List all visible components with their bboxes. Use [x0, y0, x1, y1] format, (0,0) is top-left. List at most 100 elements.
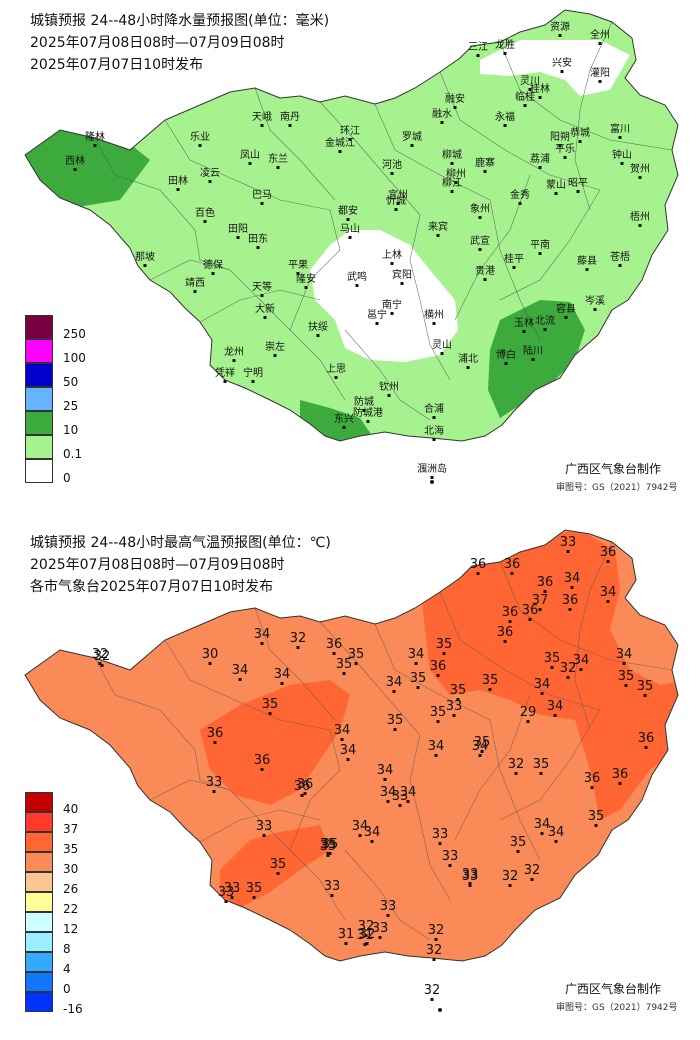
station-marker — [330, 894, 334, 897]
city-marker — [390, 172, 394, 175]
city-label: 鹿寨 — [475, 156, 495, 169]
temp-legend-label: 35 — [63, 842, 79, 856]
city-label: 岑溪 — [585, 295, 605, 307]
station-marker — [300, 794, 304, 797]
temp-header: 城镇预报 24--48小时最高气温预报图(单位：℃) 2025年07月08日08… — [30, 532, 331, 598]
station-marker — [543, 590, 547, 593]
city-label: 南丹 — [280, 110, 300, 123]
temperature-value: 35 — [270, 857, 287, 872]
station-marker — [208, 662, 212, 665]
rain-title: 城镇预报 24--48小时降水量预报图(单位：毫米) — [30, 13, 330, 29]
city-marker — [593, 308, 597, 311]
temperature-value: 34 — [274, 667, 291, 682]
city-label: 阳朔 — [550, 130, 570, 143]
city-marker — [478, 248, 482, 251]
station-marker — [260, 768, 264, 771]
temperature-value: 32 — [560, 661, 577, 676]
city-marker — [208, 180, 212, 183]
temperature-value: 35 — [430, 705, 447, 720]
temperature-value: 32 — [424, 983, 441, 998]
station-marker — [480, 750, 484, 753]
county-boundary — [94, 137, 231, 271]
city-label: 梧州 — [630, 210, 650, 223]
city-label: 东兴 — [334, 412, 354, 425]
county-boundary — [94, 657, 231, 791]
city-marker — [558, 34, 562, 37]
city-marker — [304, 286, 308, 289]
temperature-value: 35 — [436, 637, 453, 652]
temperature-value: 32 — [290, 631, 307, 646]
station-marker — [530, 878, 534, 881]
city-label: 钟山 — [612, 148, 632, 161]
temp-legend-swatch — [25, 832, 53, 852]
city-label: 凤山 — [240, 149, 260, 161]
temp-legend-label: 22 — [63, 902, 79, 916]
temperature-value: 35 — [637, 679, 654, 694]
station-marker — [364, 934, 368, 937]
city-label: 平果 — [288, 259, 308, 271]
station-marker — [590, 786, 594, 789]
city-label: 隆林 — [85, 130, 105, 143]
dry-zone-central — [310, 230, 458, 362]
city-label: 北流 — [535, 314, 555, 327]
city-label: 武宣 — [470, 234, 490, 247]
temp-legend-label: 12 — [63, 922, 79, 936]
city-label: 东兰 — [268, 152, 288, 165]
county-boundary — [574, 21, 613, 211]
city-marker — [355, 284, 359, 287]
city-label: 西林 — [65, 154, 85, 167]
station-marker — [303, 792, 307, 795]
temperature-value: 34 — [548, 825, 565, 840]
city-label: 龙胜 — [495, 38, 515, 51]
temperature-value: 32 — [358, 919, 375, 934]
city-label: 防城 — [354, 395, 374, 408]
temperature-value: 36 — [430, 659, 447, 674]
temperature-value: 33 — [380, 899, 397, 914]
station-marker — [528, 618, 532, 621]
city-marker — [563, 156, 567, 159]
station-marker — [386, 914, 390, 917]
temperature-value: 32 — [524, 863, 541, 878]
city-marker — [618, 136, 622, 139]
temperature-value: 35 — [510, 835, 527, 850]
station-marker — [365, 942, 369, 945]
station-marker — [478, 754, 482, 757]
temperature-value: 32 — [94, 649, 111, 664]
temperature-value: 29 — [520, 705, 537, 720]
city-marker — [73, 168, 77, 171]
station-marker — [539, 772, 543, 775]
temperature-value: 35 — [533, 757, 550, 772]
station-marker — [386, 800, 390, 803]
city-marker — [348, 138, 352, 141]
station-marker — [212, 790, 216, 793]
city-label: 富川 — [610, 122, 630, 135]
city-label: 灵川 — [520, 75, 540, 87]
temperature-value: 35 — [387, 713, 404, 728]
city-marker — [504, 362, 508, 365]
station-marker — [296, 646, 300, 649]
temperature-value: 34 — [564, 571, 581, 586]
station-marker — [260, 642, 264, 645]
temperature-value: 34 — [340, 743, 357, 758]
temp-credit: 广西区气象台制作 — [565, 982, 662, 996]
station-marker — [606, 560, 610, 563]
station-marker — [624, 684, 628, 687]
city-label: 隆安 — [296, 272, 316, 285]
city-marker — [543, 328, 547, 331]
county-boundary — [289, 209, 341, 331]
temp-legend-swatch — [25, 812, 53, 832]
county-boundary — [489, 719, 541, 861]
city-label: 靖西 — [185, 276, 205, 289]
city-marker — [620, 162, 624, 165]
city-marker — [598, 80, 602, 83]
station-marker — [438, 842, 442, 845]
station-marker — [280, 682, 284, 685]
temperature-value: 34 — [400, 785, 417, 800]
city-label: 上林 — [382, 248, 402, 261]
temperature-value: 37 — [532, 593, 549, 608]
city-label: 恭城 — [570, 127, 590, 139]
city-marker — [440, 352, 444, 355]
temp-legend-swatch — [25, 872, 53, 892]
county-boundary — [499, 41, 673, 151]
